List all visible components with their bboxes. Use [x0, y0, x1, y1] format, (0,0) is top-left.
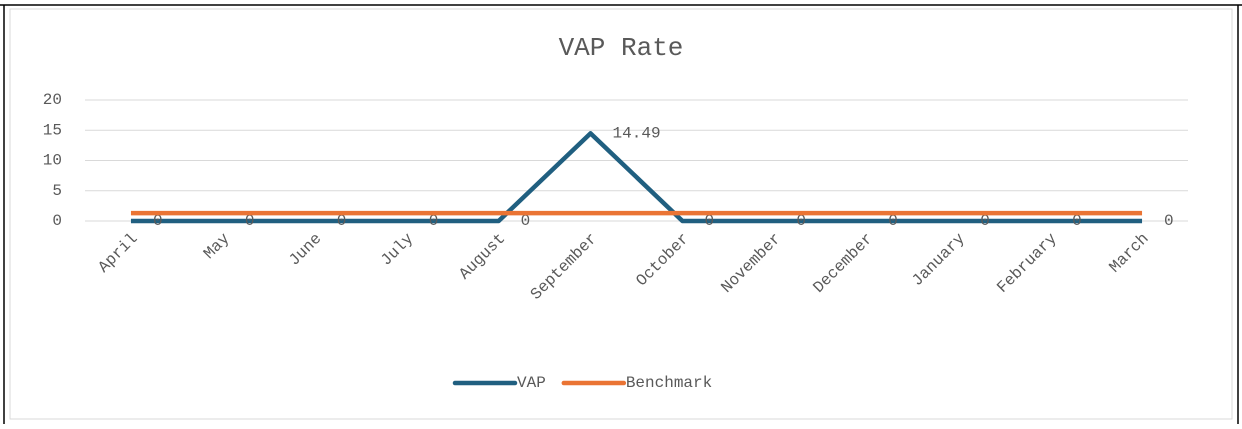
data-label: 0	[153, 212, 163, 230]
x-tick-label: August	[456, 230, 509, 283]
data-label: 0	[888, 212, 898, 230]
chart-frame	[9, 8, 1233, 420]
data-label: 0	[704, 212, 714, 230]
data-label: 0	[1164, 212, 1174, 230]
x-tick-label: April	[95, 230, 142, 277]
data-label: 14.49	[613, 125, 661, 143]
y-tick-label: 10	[43, 152, 62, 170]
data-label: 0	[337, 212, 347, 230]
data-label: 0	[429, 212, 439, 230]
x-tick-label: January	[908, 230, 969, 291]
x-tick-label: March	[1106, 230, 1153, 277]
x-tick-label: May	[200, 230, 233, 263]
data-label: 0	[980, 212, 990, 230]
series-line	[130, 131, 1143, 224]
legend-label: Benchmark	[626, 374, 712, 392]
legend-label: VAP	[517, 374, 546, 392]
x-tick-label: November	[718, 230, 785, 297]
x-tick-label: October	[633, 230, 693, 290]
y-tick-label: 5	[52, 182, 62, 200]
y-tick-label: 20	[43, 91, 62, 109]
x-tick-label: June	[285, 230, 325, 270]
data-label: 0	[245, 212, 255, 230]
y-tick-label: 15	[43, 121, 62, 139]
x-tick-label: December	[810, 230, 877, 297]
chart-title: VAP Rate	[559, 33, 684, 63]
data-label: 0	[1072, 212, 1082, 230]
data-label: 0	[796, 212, 806, 230]
y-tick-label: 0	[52, 212, 62, 230]
data-label: 0	[521, 212, 531, 230]
x-tick-label: February	[994, 230, 1061, 297]
x-tick-label: September	[527, 230, 601, 304]
x-tick-label: July	[377, 230, 417, 270]
